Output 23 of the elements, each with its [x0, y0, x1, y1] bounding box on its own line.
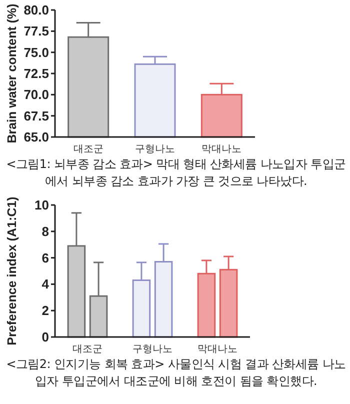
y-tick-label: 77.5	[24, 24, 49, 39]
y-tick-label: 8	[42, 224, 49, 239]
y-tick-label: 4	[42, 276, 50, 292]
y-tick-label: 67.5	[24, 108, 49, 124]
y-tick-label: 10	[34, 198, 49, 212]
y-axis-title: Preference index (A1:C1)	[5, 196, 19, 346]
text: <그림2: 인지기능 회복 효과> 사물인식 시험 결과 산화세륨 나노입자 투입군에서 대조군에 비해 호전이 됨을 확인했다.	[5, 356, 347, 390]
y-tick-label: 72.5	[24, 66, 49, 81]
x-tick-label: 대조군	[72, 344, 102, 355]
x-tick-label: 구형나노	[132, 344, 172, 355]
text: <그림1: 뇌부종 감소 효과> 막대 형태 산화세륨 나노입자 투입군에서 뇌부종 감소 효과가 가장 큰 것으로 나타났다.	[5, 156, 347, 190]
x-tick-label: 구형나노	[135, 144, 175, 155]
x-tick-label: 막대나노	[202, 144, 242, 155]
y-tick-label: 6	[42, 250, 49, 266]
y-tick-label: 0	[42, 330, 49, 344]
x-tick-label: 막대나노	[198, 344, 238, 355]
x-tick-label: 대조군	[73, 144, 104, 155]
y-tick-label: 70.0	[24, 87, 49, 102]
y-tick-label: 2	[42, 303, 49, 318]
y-tick-label: 80.0	[24, 2, 49, 18]
y-axis-title: Brain water content (%)	[5, 4, 19, 144]
y-tick-label: 75.0	[24, 44, 49, 60]
y-tick-label: 65.0	[24, 130, 49, 144]
